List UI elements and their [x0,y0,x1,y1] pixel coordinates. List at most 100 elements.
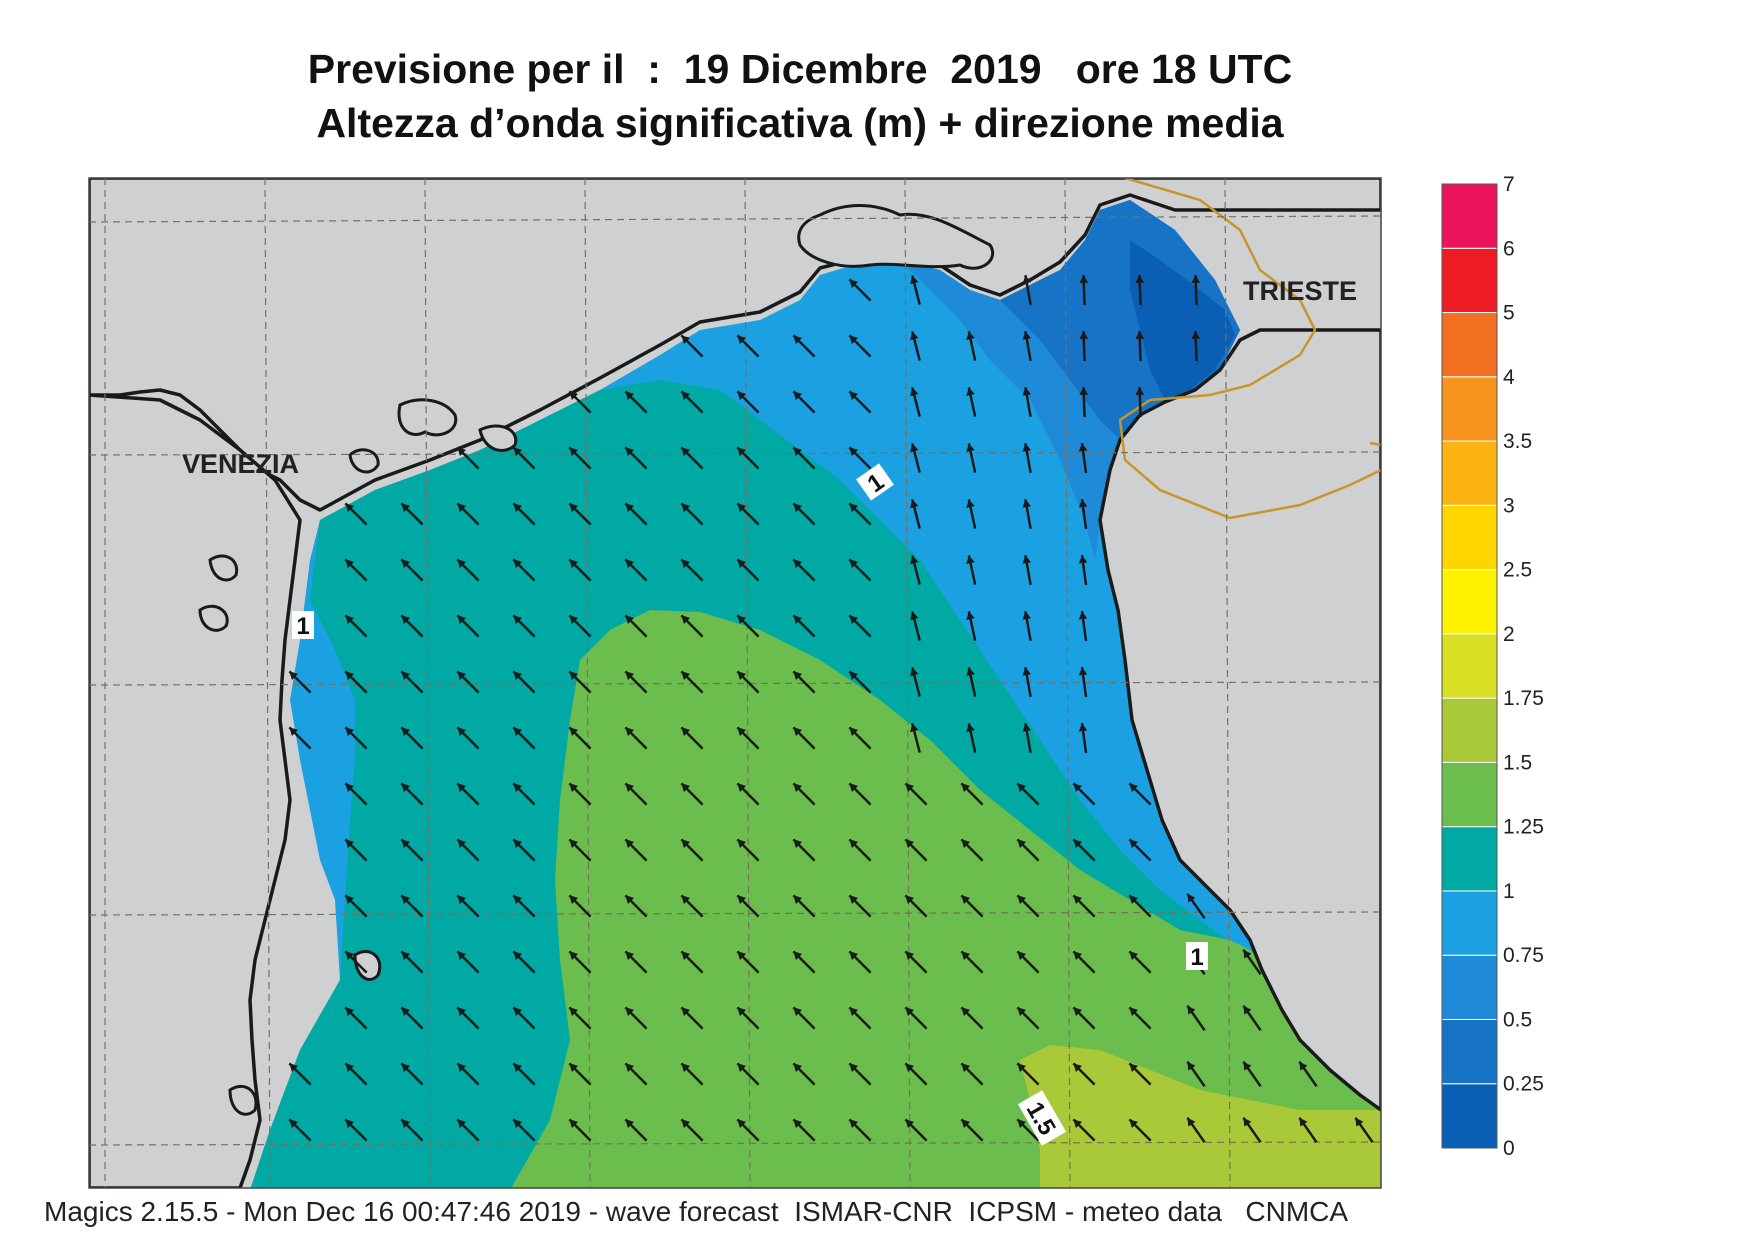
wave-arrow-head [457,951,467,961]
contour-label-left-text: 1 [296,613,309,640]
wave-arrow-head [910,387,919,397]
wave-arrow-head [569,615,579,625]
wave-arrow-head [401,615,411,625]
legend-swatch [1441,890,1498,956]
wave-arrow-head [910,611,919,621]
wave-arrow-head [457,1119,467,1129]
legend-frame [1441,183,1498,1149]
wave-arrow-head [961,1063,971,1073]
wave-arrow-head [910,443,919,453]
wave-arrow-head [1078,443,1088,452]
legend-swatch [1441,954,1498,1020]
contour-label-upper: 1 [856,463,894,501]
wave-arrow-head [457,1063,467,1073]
wave-arrow-head [513,1063,523,1073]
wave-arrow-head [513,783,523,793]
wave-arrow-head [513,615,523,625]
wave-arrow-head [849,951,859,961]
wave-arrow-head [910,499,919,509]
legend-swatch [1441,569,1498,635]
wave-arrow-head [849,391,859,401]
wave-arrow-head [793,1119,803,1129]
wave-arrow-head [457,1007,467,1017]
state-border-south [1369,441,1381,447]
wave-arrow-head [737,391,747,401]
wave-arrow-head [1187,1117,1196,1127]
wave-arrow-head [1078,555,1088,564]
wave-arrow-head [457,895,467,905]
wave-arrow-head [910,555,919,565]
wave-arrow-head [966,499,975,508]
wave-arrow-head [569,1119,579,1129]
wave-arrow-head [1299,1117,1308,1127]
wave-arrow-head [966,611,975,620]
legend-swatch [1441,504,1498,571]
sea-band-1_5-1_75 [1020,1045,1381,1188]
wave-arrow-head [289,1063,299,1073]
wave-arrow-head [457,615,467,625]
wave-arrow-head [737,559,747,569]
wave-arrow-head [1129,839,1139,849]
wave-arrow-head [457,447,467,457]
wave-arrow-head [905,783,915,793]
wave-arrow-head [1187,893,1196,903]
wave-arrow-head [625,1063,635,1073]
wave-arrow-head [625,391,635,401]
wave-arrow-head [905,895,915,905]
legend-label: 0.5 [1503,1008,1532,1031]
wave-arrow-head [569,671,579,681]
sea-band-0-0_25 [1130,240,1235,400]
wave-arrow-head [681,727,691,737]
wave-arrow-head [793,391,803,401]
contour-label-right: 1 [1186,942,1208,971]
wave-arrow-head [1135,331,1145,340]
wave-arrow-head [737,615,747,625]
wave-arrow-head [1079,331,1089,340]
wave-arrow-head [1022,387,1032,396]
wave-arrow-head [569,951,579,961]
wave-arrow-head [1073,951,1083,961]
wave-arrow-head [905,1119,915,1129]
wave-arrow-head [569,559,579,569]
wave-arrow-head [513,1119,523,1129]
wave-arrow-head [849,335,859,345]
wave-arrow-head [513,895,523,905]
wave-arrow-head [1022,611,1032,620]
wave-arrow-head [513,559,523,569]
wave-arrow-head [910,331,919,341]
wave-arrow-head [961,783,971,793]
wave-arrow-head [1299,1061,1308,1071]
wave-arrow-head [966,723,975,732]
wave-arrow-head [793,727,803,737]
wave-arrow-head [849,559,859,569]
wave-arrow-head [1078,723,1088,732]
wave-arrow-head [569,895,579,905]
legend-label: 1.25 [1503,816,1544,839]
wave-arrow-head [793,783,803,793]
wave-arrow-head [966,331,975,340]
legend-swatch [1441,312,1498,378]
wave-arrow-head [513,1007,523,1017]
wave-arrow-head [513,839,523,849]
wave-arrow-head [1187,1061,1196,1071]
wave-arrow-head [737,671,747,681]
legend-label: 5 [1503,302,1515,325]
wave-arrow-head [793,335,803,345]
legend-swatch [1441,440,1498,506]
wave-arrow-head [1129,783,1139,793]
wave-arrow-head [1073,895,1083,905]
legend-label: 1.5 [1503,751,1532,774]
color-legend: 0 0.25 0.5 0.75 1 1.25 1.5 1.75 2 2.5 3 3.5 4 5 6 7 [1441,173,1544,1160]
wave-arrow-head [625,503,635,513]
wave-arrow-head [345,1063,355,1073]
wave-arrow-head [345,839,355,849]
wave-arrow-head [793,503,803,513]
wave-arrow-head [1078,611,1088,620]
wave-arrow-head [849,503,859,513]
legend-label: 0 [1503,1137,1515,1160]
wave-arrow-head [1129,1063,1139,1073]
wave-arrow-head [681,615,691,625]
legend-label: 6 [1503,237,1515,260]
wave-arrow-head [625,447,635,457]
wave-arrow-head [849,895,859,905]
